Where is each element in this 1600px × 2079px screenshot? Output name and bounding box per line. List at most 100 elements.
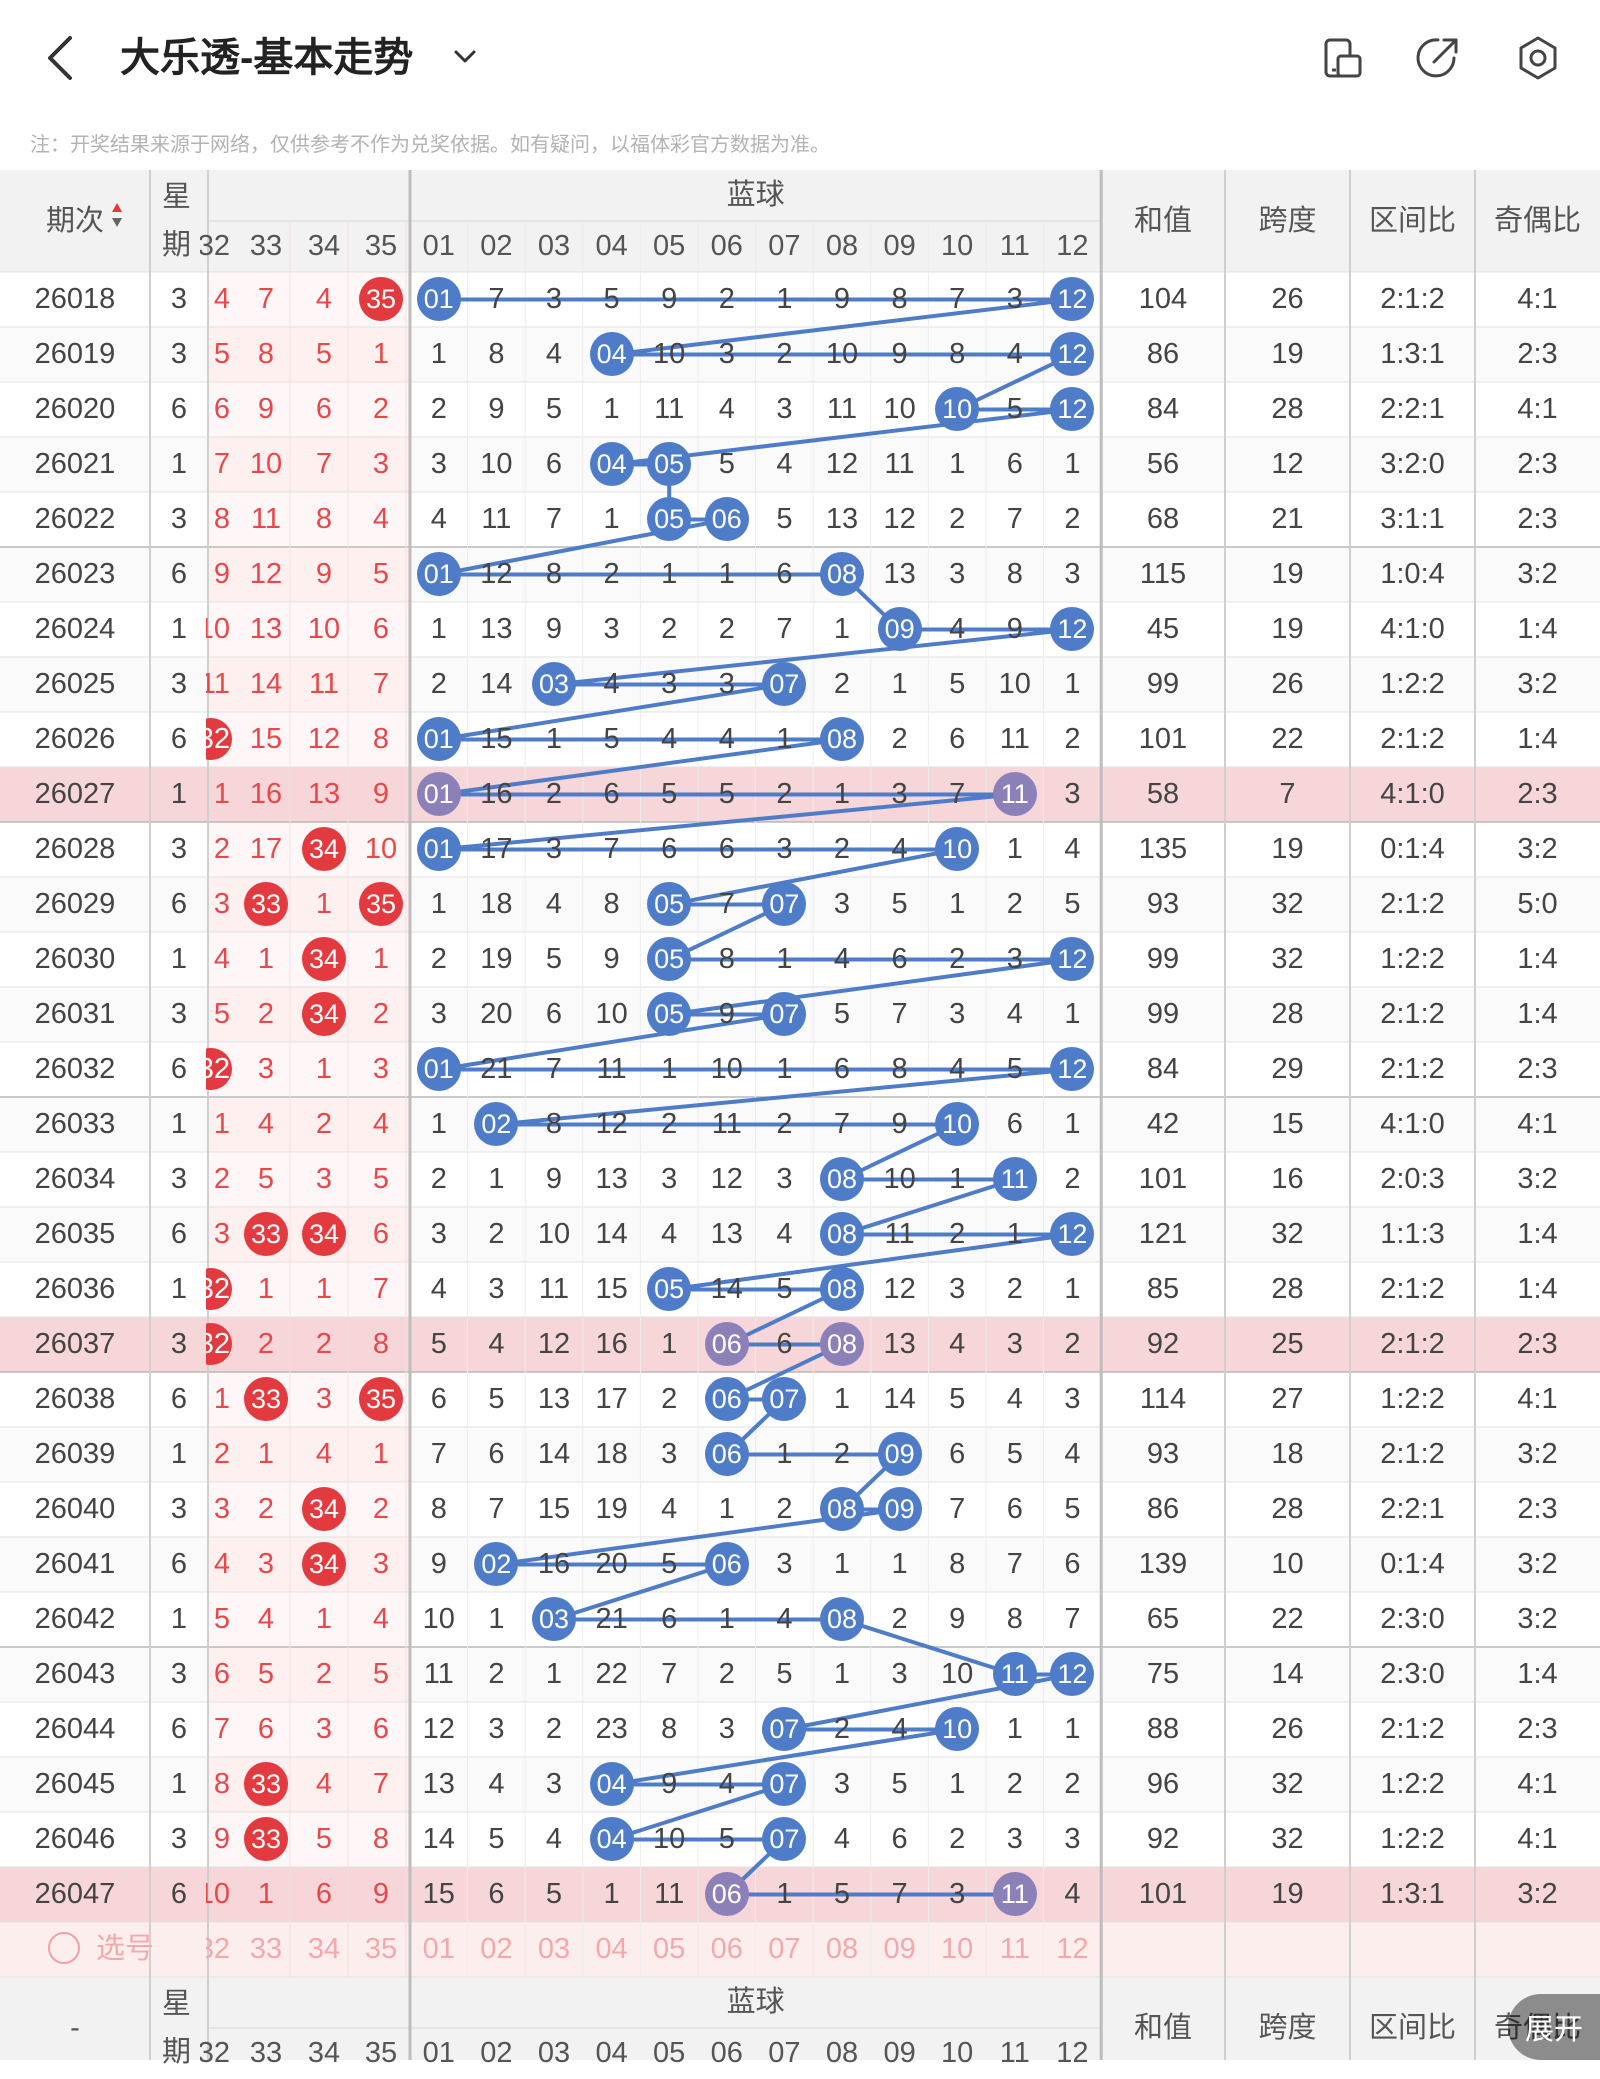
stat-header-zone[interactable]: 区间比 (1368, 204, 1456, 237)
front-cell: 14 (249, 668, 283, 700)
chevron-down-icon[interactable] (450, 42, 480, 72)
blue-ball: 02 (474, 1102, 519, 1146)
front-cell: 10 (249, 448, 283, 480)
zone-cell: 4:1:0 (1380, 1108, 1445, 1140)
oddeven-cell: 1:4 (1517, 723, 1558, 755)
stat-header-span[interactable]: 跨度 (1258, 2011, 1317, 2044)
page-title[interactable]: 大乐透-基本走势 (120, 36, 414, 80)
settings-icon[interactable] (1514, 34, 1562, 82)
period-cell[interactable]: 26036 (34, 1273, 116, 1305)
span-cell: 28 (1271, 393, 1304, 425)
period-cell[interactable]: 26046 (34, 1823, 116, 1855)
select-front-num[interactable]: 35 (364, 1933, 398, 1965)
blue-miss-cell: 1 (488, 1163, 505, 1195)
select-blue-num[interactable]: 11 (999, 1933, 1030, 1965)
blue-miss-cell: 10 (941, 1658, 974, 1690)
period-cell[interactable]: 26035 (34, 1218, 116, 1250)
period-cell[interactable]: 26031 (34, 998, 116, 1030)
blue-ball: 04 (589, 332, 634, 376)
period-cell[interactable]: 26047 (34, 1878, 116, 1910)
select-front-num[interactable]: 32 (206, 1933, 230, 1965)
stat-header-zone[interactable]: 区间比 (1368, 2011, 1456, 2044)
back-arrow-icon[interactable] (40, 30, 80, 86)
stat-header-sum[interactable]: 和值 (1133, 204, 1192, 237)
expand-button[interactable]: 展开 (1508, 1994, 1600, 2060)
select-blue-num[interactable]: 06 (710, 1933, 743, 1965)
select-blue-num[interactable]: 04 (595, 1933, 628, 1965)
blue-miss-cell: 3 (776, 1548, 793, 1580)
select-blue-num[interactable]: 12 (1056, 1933, 1089, 1965)
period-cell[interactable]: 26026 (34, 723, 116, 755)
period-cell[interactable]: 26019 (34, 338, 116, 370)
share-icon[interactable] (1414, 34, 1462, 82)
period-cell[interactable]: 26020 (34, 393, 116, 425)
week-cell: 1 (170, 1273, 188, 1305)
select-blue-num[interactable]: 09 (883, 1933, 916, 1965)
period-cell[interactable]: 26043 (34, 1658, 116, 1690)
period-cell[interactable]: 26022 (34, 503, 116, 535)
period-cell[interactable]: 26041 (34, 1548, 116, 1580)
span-cell: 18 (1271, 1438, 1304, 1470)
period-cell[interactable]: 26023 (34, 558, 116, 590)
sum-cell: 42 (1146, 1108, 1180, 1140)
span-cell: 32 (1271, 1768, 1304, 1800)
tablet-icon[interactable] (1318, 34, 1366, 82)
period-cell[interactable]: 26044 (34, 1713, 116, 1745)
select-blue-num[interactable]: 10 (941, 1933, 974, 1965)
blue-ball: 02 (474, 1542, 519, 1586)
select-blue-num[interactable]: 05 (653, 1933, 686, 1965)
period-cell[interactable]: 26040 (34, 1493, 116, 1525)
week-cell: 3 (170, 1823, 188, 1855)
period-cell[interactable]: 26028 (34, 833, 116, 865)
zone-cell: 2:2:1 (1380, 1493, 1445, 1525)
blue-miss-cell: 11 (481, 503, 512, 535)
period-cell[interactable]: 26027 (34, 778, 116, 810)
select-blue-num[interactable]: 07 (768, 1933, 801, 1965)
blue-miss-cell: 1 (891, 1548, 908, 1580)
period-cell[interactable]: 26030 (34, 943, 116, 975)
select-front-num[interactable]: 33 (249, 1933, 283, 1965)
select-blue-num[interactable]: 03 (537, 1933, 571, 1965)
col-period-header[interactable]: 期次 (45, 204, 104, 237)
col-period-header[interactable]: - (70, 2011, 80, 2044)
period-cell[interactable]: 26029 (34, 888, 116, 920)
blue-num-header: 07 (768, 230, 801, 262)
zone-cell: 2:1:2 (1380, 723, 1445, 755)
period-cell[interactable]: 26034 (34, 1163, 116, 1195)
front-cell: 9 (213, 558, 230, 590)
blue-miss-cell: 14 (595, 1218, 628, 1250)
front-cell: 3 (257, 1548, 275, 1580)
period-cell[interactable]: 26018 (34, 283, 116, 315)
select-blue-num[interactable]: 01 (422, 1933, 455, 1965)
period-cell[interactable]: 26042 (34, 1603, 116, 1635)
stat-header-sum[interactable]: 和值 (1133, 2011, 1192, 2044)
stat-header-oddeven[interactable]: 奇偶比 (1493, 204, 1581, 237)
period-cell[interactable]: 26033 (34, 1108, 116, 1140)
select-label[interactable]: 选号 (96, 1933, 155, 1965)
period-cell[interactable]: 26045 (34, 1768, 116, 1800)
span-cell: 22 (1271, 1603, 1304, 1635)
sort-icon[interactable] (112, 203, 122, 227)
period-cell[interactable]: 26024 (34, 613, 116, 645)
period-cell[interactable]: 26039 (34, 1438, 116, 1470)
blue-miss-cell: 3 (1064, 1823, 1081, 1855)
period-cell[interactable]: 26032 (34, 1053, 116, 1085)
stat-header-oddeven[interactable]: 奇偶比 (1493, 2011, 1581, 2044)
blue-miss-cell: 8 (891, 1053, 908, 1085)
blue-trend-line (436, 297, 1075, 1897)
select-radio-icon[interactable] (48, 1932, 80, 1964)
select-blue-num[interactable]: 08 (825, 1933, 859, 1965)
period-cell[interactable]: 26025 (34, 668, 116, 700)
blue-miss-cell: 1 (891, 668, 908, 700)
week-cell: 1 (170, 613, 188, 645)
stat-header-span[interactable]: 跨度 (1258, 204, 1317, 237)
select-front-num[interactable]: 34 (307, 1933, 341, 1965)
front-cell: 4 (257, 1108, 275, 1140)
period-cell[interactable]: 26038 (34, 1383, 116, 1415)
select-blue-num[interactable]: 02 (480, 1933, 513, 1965)
period-cell[interactable]: 26021 (34, 448, 116, 480)
blue-miss-cell: 12 (710, 1163, 743, 1195)
blue-miss-cell: 14 (537, 1438, 571, 1470)
period-cell[interactable]: 26037 (34, 1328, 116, 1360)
sum-cell: 92 (1146, 1328, 1180, 1360)
